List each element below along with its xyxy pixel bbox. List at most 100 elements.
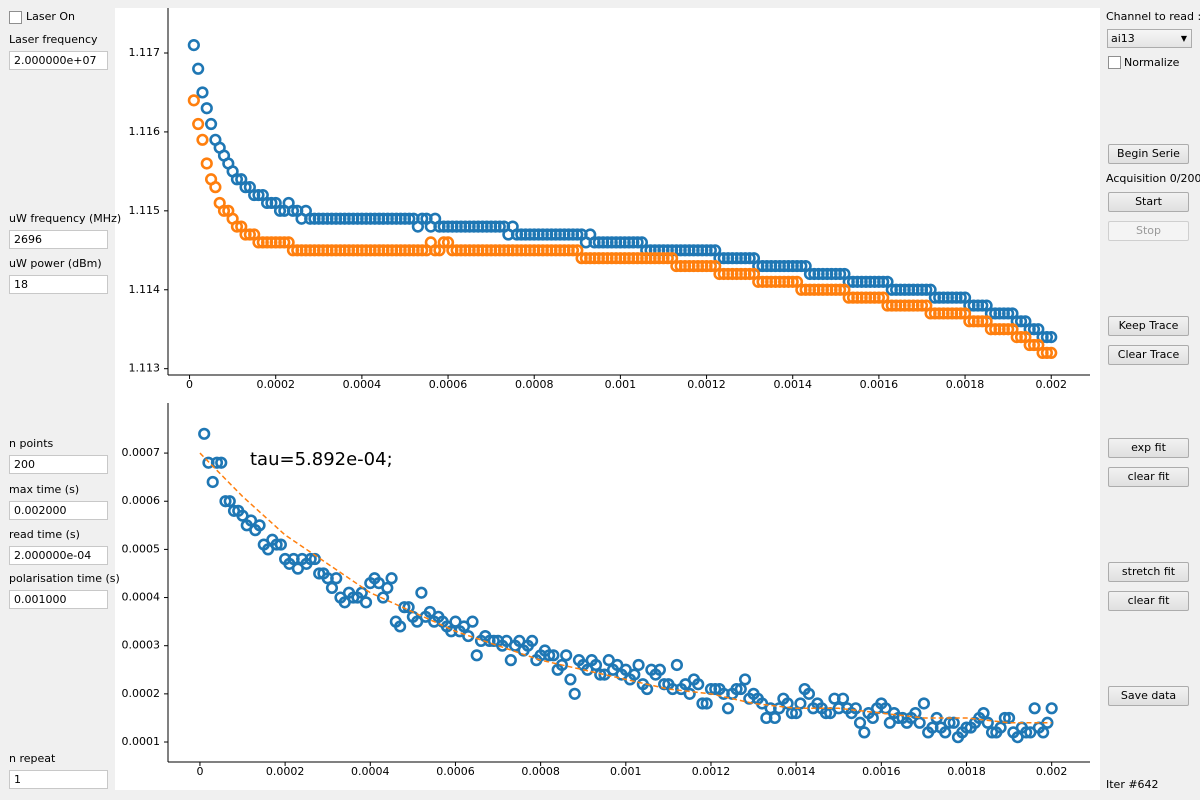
- x-tick-label: 0.001: [610, 765, 642, 778]
- data-point: [872, 291, 885, 304]
- data-point: [200, 157, 213, 170]
- button[interactable]: Clear Trace: [1108, 345, 1189, 365]
- data-point: [196, 133, 209, 146]
- data-point: [1002, 307, 1015, 320]
- text-input[interactable]: 2.000000e+07: [9, 51, 108, 70]
- data-point: [909, 707, 922, 720]
- data-point: [734, 682, 747, 696]
- button[interactable]: exp fit: [1108, 438, 1189, 458]
- data-point: [571, 228, 584, 241]
- data-point: [981, 716, 994, 729]
- button[interactable]: Start: [1108, 192, 1189, 212]
- data-point: [239, 181, 252, 194]
- data-point: [192, 62, 205, 75]
- x-tick-label: 0.0008: [521, 765, 560, 778]
- data-point: [1027, 338, 1041, 352]
- data-point: [704, 259, 717, 273]
- y-tick-label: 1.116: [129, 125, 161, 138]
- x-tick-label: 0.0016: [860, 378, 899, 391]
- text-input[interactable]: 0.001000: [9, 590, 108, 609]
- field-label: n repeat: [9, 752, 56, 765]
- data-point: [834, 267, 847, 281]
- data-point: [252, 188, 265, 202]
- data-point: [976, 315, 989, 328]
- button[interactable]: stretch fit: [1108, 562, 1189, 582]
- data-point: [274, 538, 287, 551]
- data-point: [187, 38, 200, 52]
- data-point: [704, 244, 717, 257]
- data-point: [416, 212, 429, 225]
- data-point: [470, 649, 483, 662]
- data-point: [568, 687, 581, 700]
- x-tick-label: 0.002: [1035, 378, 1067, 391]
- button[interactable]: clear fit: [1108, 467, 1189, 487]
- data-point: [270, 538, 283, 551]
- data-point: [1045, 331, 1058, 344]
- data-point: [385, 572, 398, 585]
- text-input[interactable]: 0.002000: [9, 501, 108, 520]
- data-point: [661, 252, 674, 265]
- button[interactable]: Keep Trace: [1108, 316, 1189, 336]
- data-point: [223, 495, 236, 508]
- data-point: [466, 615, 479, 628]
- data-point: [819, 707, 833, 720]
- data-point: [198, 427, 211, 440]
- data-point: [286, 204, 300, 217]
- y-tick-label: 0.0001: [122, 735, 161, 748]
- data-point: [853, 716, 867, 729]
- plot-background: [115, 8, 1100, 790]
- button[interactable]: clear fit: [1108, 591, 1189, 611]
- field-label: Laser frequency: [9, 33, 98, 46]
- data-point: [415, 586, 428, 599]
- data-point: [253, 519, 266, 532]
- data-point: [954, 291, 967, 304]
- data-point: [217, 204, 231, 217]
- checkbox[interactable]: [9, 11, 22, 24]
- data-point: [768, 711, 781, 725]
- data-point: [398, 601, 411, 614]
- x-tick-label: 0.0008: [515, 378, 554, 391]
- x-tick-label: 0.0002: [256, 378, 295, 391]
- data-point: [947, 716, 960, 729]
- data-point: [200, 102, 213, 115]
- data-point: [1014, 315, 1028, 328]
- label: Channel to read :: [1106, 10, 1200, 23]
- x-tick-label: 0.0018: [946, 378, 985, 391]
- data-point: [230, 173, 244, 186]
- data-point: [1002, 323, 1015, 336]
- data-point: [437, 236, 450, 249]
- text-input[interactable]: 18: [9, 275, 108, 294]
- field-label: polarisation time (s): [9, 572, 120, 585]
- text-input[interactable]: 2696: [9, 230, 108, 249]
- x-tick-label: 0.0006: [436, 765, 475, 778]
- data-point: [1045, 346, 1058, 360]
- data-point: [215, 456, 228, 469]
- text-input[interactable]: 200: [9, 455, 108, 474]
- data-point: [1002, 711, 1016, 725]
- dropdown[interactable]: ai13 ▼: [1107, 29, 1192, 48]
- data-point: [555, 658, 569, 672]
- data-point: [1028, 702, 1041, 715]
- field-label: uW frequency (MHz): [9, 212, 122, 225]
- data-point: [564, 673, 577, 686]
- data-point: [429, 244, 442, 257]
- checkbox-label: Laser On: [26, 10, 76, 23]
- data-point: [683, 687, 696, 700]
- data-point: [209, 181, 222, 194]
- y-tick-label: 0.0006: [122, 494, 161, 507]
- data-point: [1040, 346, 1054, 360]
- data-point: [794, 697, 807, 710]
- checkbox[interactable]: [1108, 56, 1121, 69]
- data-point: [781, 697, 794, 710]
- y-tick-label: 0.0004: [122, 591, 161, 604]
- data-point: [393, 620, 407, 633]
- button[interactable]: Save data: [1108, 686, 1189, 706]
- text-input[interactable]: 2.000000e-04: [9, 546, 108, 565]
- x-tick-label: 0.0004: [351, 765, 390, 778]
- button[interactable]: Begin Serie: [1108, 144, 1189, 164]
- data-point: [206, 475, 219, 489]
- x-tick-label: 0: [186, 378, 193, 391]
- text-input[interactable]: 1: [9, 770, 108, 789]
- data-point: [376, 591, 390, 604]
- data-point: [325, 581, 339, 595]
